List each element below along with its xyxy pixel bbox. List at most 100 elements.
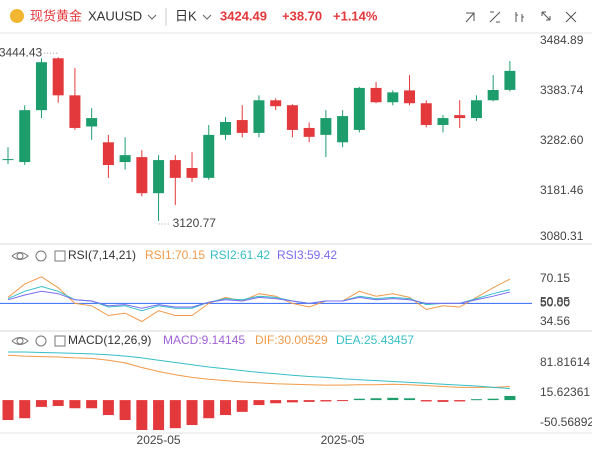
legend-entry: MACD:9.14145 [163,333,245,347]
candle-body [86,118,98,127]
histogram-bar [387,397,399,401]
histogram-bar [35,400,47,407]
candle-body [320,118,332,135]
annotation: 3444.43 [0,45,43,59]
chart-type[interactable] [515,12,524,22]
legend-entry: RSI3:59.42 [277,248,337,262]
checkbox[interactable] [54,335,66,347]
histogram-bar [437,400,449,402]
histogram-bar [169,400,181,429]
y-tick-label: 15.62361 [540,385,590,399]
dropdown-arrow[interactable] [147,14,157,20]
candle-body [219,122,231,135]
histogram-bar [69,400,81,409]
histogram-bar [270,400,282,404]
candle-body [504,70,516,90]
indicator-title: MACD(12,26,9) [68,333,151,347]
y-tick-label: 34.56 [540,314,570,328]
legend-entry: DIF:30.00529 [255,333,328,347]
candle-body [136,157,148,194]
period[interactable]: 日K [175,8,197,23]
candle-body [437,118,449,125]
change: +38.70 [282,8,322,23]
symbol[interactable]: XAUUSD [88,8,142,23]
histogram-bar [19,400,31,419]
candle-body [470,100,482,119]
histogram-bar [470,399,482,401]
histogram-bar [219,400,231,416]
histogram-bar [2,400,14,421]
candle-body [387,92,399,103]
histogram-bar [303,400,315,402]
visibility-toggle[interactable] [11,252,29,260]
histogram-bar [454,400,466,402]
candle-body [404,90,416,104]
candle-body [303,127,315,137]
candle-body [454,115,466,119]
candle-body [420,103,432,125]
indicator-tool[interactable] [489,11,501,23]
candle-body [153,160,165,194]
fullscreen[interactable] [541,11,551,21]
settings[interactable] [35,250,47,262]
histogram-bar [320,400,332,402]
close[interactable] [565,11,577,23]
histogram-bar [136,400,148,431]
indicator-title: RSI(7,14,21) [68,248,136,262]
histogram-bar [253,400,265,406]
y-tick-label: 50.00 [540,296,570,310]
visibility-toggle[interactable] [11,337,29,345]
y-tick-label: 81.81614 [540,355,590,369]
candle-body [119,155,131,163]
change-pct: +1.14% [333,8,378,23]
legend-entry: DEA:25.43457 [336,333,414,347]
histogram-bar [153,400,165,431]
candle-body [69,95,81,128]
histogram-bar [52,400,64,406]
candle-body [337,116,349,143]
candle-body [35,62,47,111]
histogram-bar [86,400,98,409]
checkbox[interactable] [54,250,66,262]
series-line [7,276,511,323]
candle-body [236,120,248,133]
y-tick-label: 70.15 [540,271,570,285]
legend-entry: RSI2:61.42 [210,248,270,262]
annotation: 3120.77 [173,216,217,230]
candle-body [487,89,499,101]
series-line [7,290,511,309]
candle-body [253,100,265,133]
histogram-bar [487,398,499,401]
y-tick-label: 3484.89 [540,33,584,47]
settings[interactable] [35,335,47,347]
candle-body [270,100,282,107]
candle-body [102,142,114,166]
series-line [8,351,510,390]
y-tick-label: 3181.46 [540,183,584,197]
histogram-bar [286,400,298,403]
x-tick-label: 2025-05 [321,433,365,447]
histogram-bar [337,400,349,402]
histogram-bar [186,400,198,426]
x-tick-label: 2025-05 [137,433,181,447]
histogram-bar [370,398,382,401]
histogram-bar [102,400,114,416]
histogram-bar [404,398,416,401]
instrument-name: 现货黄金 [30,8,82,23]
histogram-bar [420,400,432,402]
y-tick-label: 3282.60 [540,133,584,147]
histogram-bar [353,398,365,401]
candle-body [169,160,181,178]
legend-entry: RSI1:70.15 [145,248,205,262]
candle-body [286,105,298,130]
gold-icon [10,9,24,23]
dropdown-arrow[interactable] [202,14,212,20]
y-tick-label: 3080.31 [540,229,584,243]
draw-tool[interactable] [465,12,475,23]
toolbar [465,11,577,23]
histogram-bar [504,395,516,401]
candle-body [19,110,31,163]
histogram-bar [203,400,215,419]
candle-body [353,87,365,130]
